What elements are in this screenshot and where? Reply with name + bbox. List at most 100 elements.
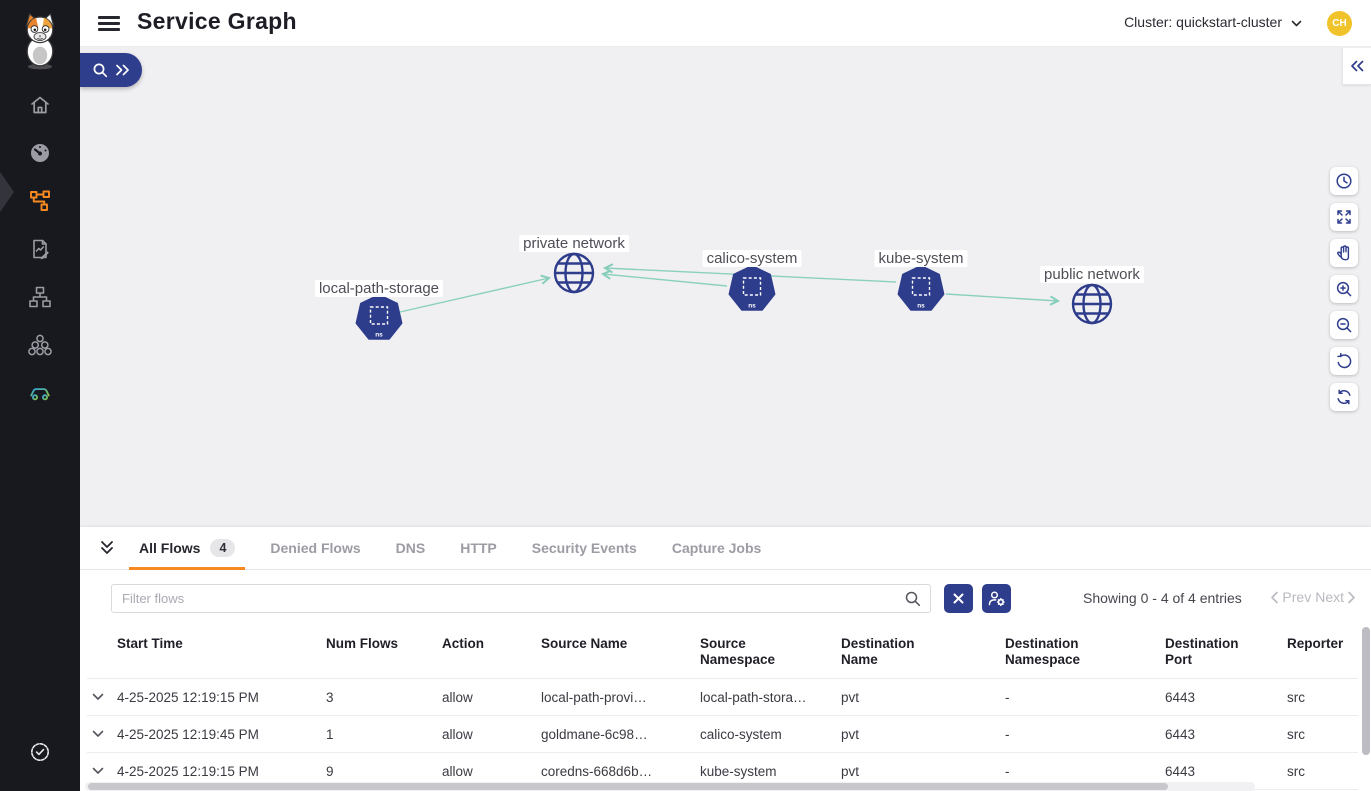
table-row[interactable]: 4-25-2025 12:19:45 PM 1 allow goldmane-6… <box>87 716 1358 753</box>
active-nav-notch <box>0 172 14 212</box>
dashboard-gauge-icon <box>31 144 49 162</box>
undo-button[interactable] <box>1330 347 1358 375</box>
sidebar-item-clusters[interactable] <box>28 333 52 357</box>
page-title: Service Graph <box>137 8 297 34</box>
col-num-flows: Num Flows <box>326 636 399 651</box>
sidebar-item-dashboard[interactable] <box>28 141 52 165</box>
svg-text:ns: ns <box>375 332 383 339</box>
car-icon <box>29 388 51 401</box>
undo-icon <box>1337 352 1352 369</box>
sidebar <box>0 0 80 791</box>
col-action: Action <box>442 636 484 651</box>
badge-check-icon <box>31 743 49 761</box>
table-header-row: Start Time Num Flows Action Source Name … <box>87 630 1358 679</box>
tab-capture-jobs[interactable]: Capture Jobs <box>671 540 762 556</box>
double-chevron-right-icon[interactable] <box>115 63 131 77</box>
tab-dns[interactable]: DNS <box>395 540 426 556</box>
node-label[interactable]: private network <box>519 235 629 252</box>
hand-icon <box>1337 245 1350 261</box>
search-icon[interactable] <box>904 590 922 608</box>
report-edit-icon <box>33 239 49 260</box>
pagination: Prev Next <box>1270 589 1356 605</box>
filter-flows-input[interactable] <box>111 584 931 613</box>
close-icon <box>953 593 964 604</box>
sitemap-icon <box>29 286 51 308</box>
double-chevron-down-icon <box>101 541 113 554</box>
pan-button[interactable] <box>1330 239 1358 267</box>
col-destination-port: Destination Port <box>1165 636 1239 667</box>
calico-cat-logo[interactable] <box>16 10 64 72</box>
row-expander-chevron[interactable] <box>87 693 117 701</box>
zoom-out-button[interactable] <box>1330 311 1358 339</box>
vertical-scrollbar-thumb[interactable] <box>1362 627 1370 755</box>
node-local-path-storage[interactable]: ns <box>355 294 403 340</box>
cluster-selector[interactable]: Cluster: quickstart-cluster <box>1124 14 1282 30</box>
tab-http[interactable]: HTTP <box>460 540 497 556</box>
sidebar-item-certificates[interactable] <box>28 740 52 764</box>
node-label[interactable]: kube-system <box>874 250 968 267</box>
flows-table: Start Time Num Flows Action Source Name … <box>87 630 1358 790</box>
graph-search-pill[interactable] <box>80 53 142 87</box>
sidebar-item-home[interactable] <box>28 93 52 117</box>
expand-icon <box>1337 210 1351 224</box>
row-expander-chevron[interactable] <box>87 730 117 738</box>
graph-svg: ns ns ns <box>355 252 1113 340</box>
collapse-right-panel-button[interactable] <box>1342 48 1371 85</box>
home-icon <box>31 96 49 114</box>
sidebar-item-reports[interactable] <box>28 237 52 261</box>
collapse-panel-button[interactable] <box>95 536 119 560</box>
prev-button[interactable]: Prev <box>1270 589 1311 605</box>
clear-filter-button[interactable] <box>944 584 973 613</box>
time-machine-button[interactable] <box>1330 167 1358 195</box>
fit-to-screen-button[interactable] <box>1330 203 1358 231</box>
zoom-out-icon <box>1336 317 1352 333</box>
double-chevron-left-icon <box>1351 60 1364 72</box>
col-source-namespace: Source Namespace <box>700 636 776 667</box>
next-button[interactable]: Next <box>1315 589 1356 605</box>
horizontal-scrollbar <box>85 782 1255 791</box>
search-icon[interactable] <box>92 62 109 79</box>
service-graph-canvas[interactable]: ns ns ns <box>80 47 1371 527</box>
col-destination-name: Destination Name <box>841 636 915 667</box>
service-graph-icon <box>30 190 50 211</box>
showing-entries-label: Showing 0 - 4 of 4 entries <box>1083 590 1242 606</box>
svg-text:ns: ns <box>748 303 756 310</box>
cluster-nodes-icon <box>28 334 52 356</box>
chevron-right-icon <box>1348 591 1355 603</box>
column-customize-button[interactable] <box>982 584 1011 613</box>
table-row[interactable]: 4-25-2025 12:19:15 PM 3 allow local-path… <box>87 679 1358 716</box>
tab-all-flows[interactable]: All Flows 4 <box>129 527 246 570</box>
node-kube-system[interactable]: ns <box>897 265 945 311</box>
node-public-network[interactable] <box>1071 283 1113 325</box>
node-private-network[interactable] <box>553 252 595 294</box>
tab-denied-flows[interactable]: Denied Flows <box>270 540 361 556</box>
sidebar-item-service-graph[interactable] <box>28 189 52 213</box>
flows-tabs: All Flows 4 Denied Flows DNS HTTP Securi… <box>129 527 771 570</box>
refresh-icon <box>1337 389 1351 405</box>
node-label[interactable]: calico-system <box>702 250 802 267</box>
chevron-left-icon <box>1271 591 1279 603</box>
col-reporter: Reporter <box>1287 636 1344 651</box>
col-source-name: Source Name <box>541 636 628 651</box>
row-expander-chevron[interactable] <box>87 767 117 775</box>
hamburger-menu-icon[interactable] <box>98 13 120 33</box>
chevron-down-icon[interactable] <box>1290 17 1303 30</box>
col-start-time: Start Time <box>117 636 183 651</box>
node-label[interactable]: local-path-storage <box>314 280 444 297</box>
zoom-in-icon <box>1336 281 1352 297</box>
flows-panel: All Flows 4 Denied Flows DNS HTTP Securi… <box>80 527 1371 791</box>
tab-security-events[interactable]: Security Events <box>531 540 637 556</box>
all-flows-count-badge: 4 <box>210 539 236 557</box>
node-label[interactable]: public network <box>1040 266 1144 283</box>
col-destination-namespace: Destination Namespace <box>1005 636 1081 667</box>
flows-tabbar: All Flows 4 Denied Flows DNS HTTP Securi… <box>80 527 1371 570</box>
horizontal-scrollbar-thumb[interactable] <box>88 783 1168 790</box>
svg-text:ns: ns <box>917 303 925 310</box>
refresh-button[interactable] <box>1330 383 1358 411</box>
avatar[interactable]: CH <box>1327 11 1352 36</box>
sidebar-item-network-sets[interactable] <box>28 285 52 309</box>
zoom-in-button[interactable] <box>1330 275 1358 303</box>
sidebar-item-compliance[interactable] <box>28 380 52 404</box>
app-header: Service Graph Cluster: quickstart-cluste… <box>80 0 1371 47</box>
node-calico-system[interactable]: ns <box>728 265 776 311</box>
